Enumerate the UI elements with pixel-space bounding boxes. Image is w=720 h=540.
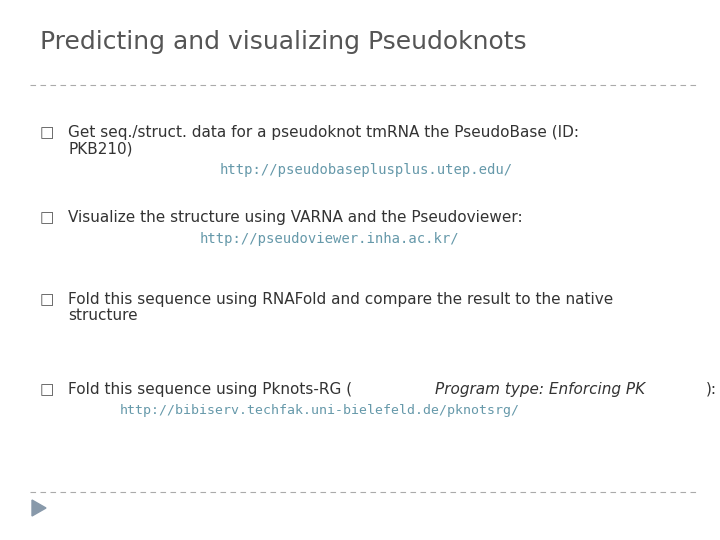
Text: ):: ):	[706, 382, 716, 397]
Text: http://bibiserv.techfak.uni-bielefeld.de/pknotsrg/: http://bibiserv.techfak.uni-bielefeld.de…	[120, 404, 520, 417]
Text: http://pseudobaseplusplus.utep.edu/: http://pseudobaseplusplus.utep.edu/	[220, 163, 513, 177]
Text: Fold this sequence using Pknots-RG (: Fold this sequence using Pknots-RG (	[68, 382, 352, 397]
Text: http://pseudoviewer.inha.ac.kr/: http://pseudoviewer.inha.ac.kr/	[200, 232, 459, 246]
Polygon shape	[32, 500, 46, 516]
Text: structure: structure	[68, 308, 138, 323]
Text: □: □	[40, 292, 55, 307]
Text: Visualize the structure using VARNA and the Pseudoviewer:: Visualize the structure using VARNA and …	[68, 210, 523, 225]
Text: PKB210): PKB210)	[68, 141, 132, 156]
Text: Get seq./struct. data for a pseudoknot tmRNA the PseudoBase (ID:: Get seq./struct. data for a pseudoknot t…	[68, 125, 579, 140]
Text: Fold this sequence using RNAFold and compare the result to the native: Fold this sequence using RNAFold and com…	[68, 292, 613, 307]
Text: □: □	[40, 382, 55, 397]
Text: □: □	[40, 210, 55, 225]
Text: □: □	[40, 125, 55, 140]
Text: Predicting and visualizing Pseudoknots: Predicting and visualizing Pseudoknots	[40, 30, 526, 54]
Text: Program type: Enforcing PK: Program type: Enforcing PK	[435, 382, 644, 397]
